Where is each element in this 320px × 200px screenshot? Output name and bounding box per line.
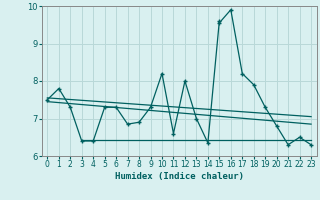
- X-axis label: Humidex (Indice chaleur): Humidex (Indice chaleur): [115, 172, 244, 181]
